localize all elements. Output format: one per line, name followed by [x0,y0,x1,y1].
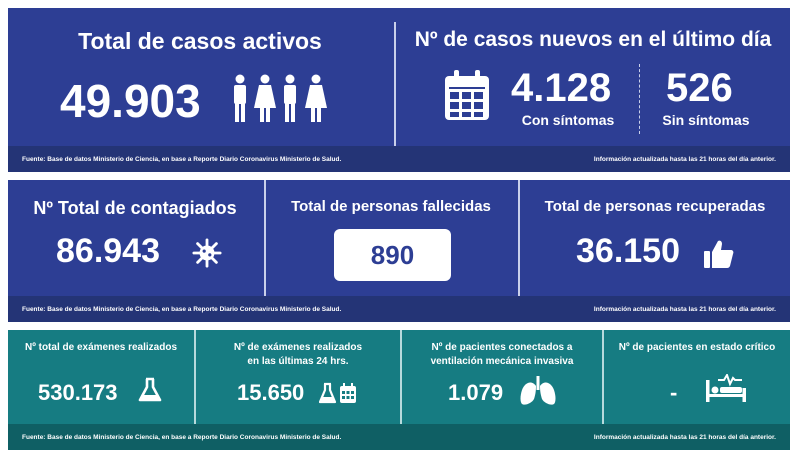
update-note: Información actualizada hasta las 21 hor… [593,434,776,441]
lungs-icon [520,376,556,405]
exams-and-patients-panel: Nº total de exámenes realizados 530.173 … [8,330,790,450]
source-note: Fuente: Base de datos Ministerio de Cien… [22,434,342,441]
update-note: Información actualizada hasta las 21 hor… [593,306,776,313]
active-cases-value: 49.903 [60,75,201,127]
deaths-value-box: 890 [334,229,451,281]
column-divider [194,330,196,424]
column-divider [264,180,266,296]
source-note: Fuente: Base de datos Ministerio de Cien… [22,306,342,313]
with-symptoms-value: 4.128 [511,66,612,110]
source-note: Fuente: Base de datos Ministerio de Cien… [22,156,342,163]
totals-panel: Nº Total de contagiados 86.943 Total de … [8,180,790,322]
flask-icon [138,377,162,402]
hospital-bed-icon [706,374,746,402]
with-symptoms-label: Con síntomas [521,112,615,128]
virus-icon [192,238,222,268]
critical-title: Nº de pacientes en estado crítico [618,342,776,353]
active-cases-title: Total de casos activos [78,28,322,54]
ventilation-title-line1: Nº de pacientes conectados a [431,342,573,353]
footer: Fuente: Base de datos Ministerio de Cien… [8,296,790,322]
active-and-new-cases-panel: Total de casos activos 49.903 Nº de caso… [8,8,790,172]
recovered-value: 36.150 [576,232,680,270]
deaths-title: Total de personas fallecidas [291,198,491,215]
recovered-title: Total de personas recuperadas [544,198,766,215]
without-symptoms-label: Sin síntomas [662,112,750,128]
column-divider [518,180,520,296]
column-divider [602,330,604,424]
calendar-icon [445,70,489,120]
column-divider [394,22,396,146]
exams-24h-title-line2: en las últimas 24 hrs. [247,356,349,367]
deaths-value: 890 [370,240,415,270]
without-symptoms-value: 526 [666,66,733,110]
new-cases-divider [639,64,640,134]
ventilation-value: 1.079 [448,380,504,405]
new-cases-title: Nº de casos nuevos en el último día [414,28,772,51]
exams-total-title: Nº total de exámenes realizados [24,342,178,353]
exams-24h-value: 15.650 [237,380,305,405]
update-note: Información actualizada hasta las 21 hor… [593,156,776,163]
infected-value: 86.943 [56,232,160,270]
exams-24h-title-line1: Nº de exámenes realizados [233,342,363,353]
people-icon [234,74,327,122]
column-divider [400,330,402,424]
flask-calendar-icon [319,382,356,404]
thumbs-up-icon [704,240,734,268]
infected-title: Nº Total de contagiados [33,198,237,218]
footer: Fuente: Base de datos Ministerio de Cien… [8,424,790,450]
ventilation-title-line2: ventilación mecánica invasiva [430,356,574,367]
critical-value: - [670,380,678,405]
footer: Fuente: Base de datos Ministerio de Cien… [8,146,790,172]
exams-total-value: 530.173 [38,380,118,405]
